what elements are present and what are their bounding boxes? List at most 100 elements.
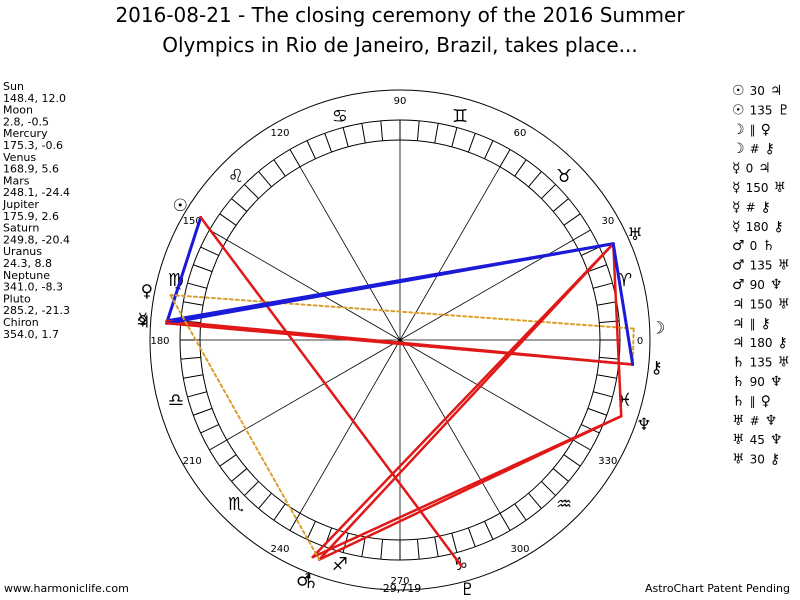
aspect-planet: ♂ (732, 258, 745, 274)
aspect-row: ☽ ∥ ♀ (732, 122, 771, 138)
aspect-line (612, 242, 623, 418)
aspect-type: 150 (750, 297, 773, 311)
aspect-type: 90 (750, 375, 765, 389)
aspect-type: 135 (750, 259, 773, 273)
aspect-line (165, 215, 203, 325)
tick (434, 123, 439, 144)
planet-coords: 168.9, 5.6 (3, 163, 59, 176)
tick (219, 454, 237, 467)
aspect-type: ∥ (750, 317, 756, 331)
aspect-row: ♃ 150 ♅ (732, 296, 790, 312)
aspect-type: # (750, 414, 760, 428)
planet-name: Neptune (3, 269, 50, 282)
planet-coords: 354.0, 1.7 (3, 328, 59, 341)
aspect-row: ♂ 0 ♄ (732, 238, 775, 254)
tick (244, 184, 259, 199)
planet-coords: 175.3, -0.6 (3, 139, 63, 152)
planet-glyph: ☽ (650, 318, 665, 338)
tick (467, 133, 476, 153)
aspect-type: ∥ (750, 394, 756, 408)
degree-label: 0 (637, 336, 643, 347)
sign-glyph: ♓ (616, 390, 632, 411)
sign-glyph: ♌ (228, 166, 244, 187)
aspect-planet: ♃ (732, 316, 745, 332)
title-line: 2016-08-21 - The closing ceremony of the… (115, 3, 685, 27)
aspect-planet: ⚷ (761, 199, 771, 215)
degree-label: 210 (183, 456, 202, 467)
aspect-line (317, 242, 615, 561)
footer-right: AstroChart Patent Pending (645, 582, 790, 595)
aspect-planet: ♅ (777, 355, 790, 371)
degree-label: 180 (150, 336, 169, 347)
aspect-planet: ♃ (732, 296, 745, 312)
tick (499, 149, 511, 168)
tick (528, 492, 542, 509)
aspect-type: 30 (750, 84, 765, 98)
tick (361, 536, 366, 557)
tick (451, 127, 458, 147)
aspect-planet: ♄ (732, 374, 745, 390)
spoke (299, 166, 401, 341)
planet-glyph: ♃ (135, 313, 150, 333)
aspect-row: ♂ 90 ♆ (732, 277, 782, 293)
aspect-type: 180 (746, 220, 769, 234)
aspect-row: ♅ 45 ♆ (732, 432, 782, 448)
tick (187, 391, 207, 398)
tick (467, 527, 476, 547)
aspect-planet: ♄ (732, 393, 745, 409)
planet-glyph: ♀ (141, 281, 153, 301)
aspect-type: 150 (746, 181, 769, 195)
tick (258, 492, 272, 509)
sign-glyph: ♉ (556, 166, 572, 187)
aspect-row: ♃ 180 ⚷ (732, 335, 788, 351)
aspect-planet: ♀ (761, 393, 771, 409)
aspect-planet: ♄ (732, 355, 745, 371)
aspect-line (165, 242, 615, 325)
tick (324, 133, 333, 153)
spoke (226, 239, 401, 341)
aspect-row: ☿ 180 ⚷ (732, 219, 784, 235)
degree-label: 150 (183, 216, 202, 227)
tick (596, 374, 617, 379)
tick (552, 468, 569, 482)
sign-glyph: ♏ (228, 494, 244, 515)
degree-label: 240 (270, 544, 289, 555)
aspect-type: ∥ (750, 123, 756, 137)
aspect-line (165, 322, 634, 366)
aspect-planet: ☿ (732, 180, 741, 196)
planet-name: Sun (3, 80, 24, 93)
tick (572, 229, 591, 241)
aspect-planet: ☉ (732, 102, 745, 118)
planet-glyph: ♅ (628, 225, 643, 245)
spoke (399, 339, 574, 441)
planet-glyph: ⚷ (650, 358, 662, 378)
tick (599, 356, 620, 360)
planet-glyph: ☉ (173, 196, 188, 216)
tick (306, 521, 316, 540)
aspect-row: ♄ ∥ ♀ (732, 393, 771, 409)
sign-glyph: ♒ (556, 494, 572, 515)
aspect-type: 30 (750, 453, 765, 467)
aspect-planet: ☽ (732, 141, 745, 157)
aspect-type: 45 (750, 433, 765, 447)
spoke (399, 339, 501, 514)
tick (193, 264, 213, 273)
aspect-planet: ♆ (770, 374, 783, 390)
aspect-row: ☿ # ⚷ (732, 199, 771, 215)
aspect-type: 0 (750, 239, 758, 253)
planet-coords: 285.2, -21.3 (3, 304, 70, 317)
aspect-type: # (750, 142, 760, 156)
aspect-planet: ♂ (732, 277, 745, 293)
planet-name: Venus (3, 151, 36, 164)
aspect-planet: ♅ (777, 258, 790, 274)
aspect-type: 135 (750, 103, 773, 117)
tick (581, 246, 600, 256)
aspect-planet: ♅ (774, 180, 787, 196)
tick (219, 213, 237, 226)
aspect-planet: ☿ (732, 161, 741, 177)
tick (244, 481, 259, 496)
aspect-row: ♅ # ♆ (732, 413, 777, 429)
spoke (399, 166, 501, 341)
tick (209, 439, 228, 451)
tick (593, 391, 613, 398)
